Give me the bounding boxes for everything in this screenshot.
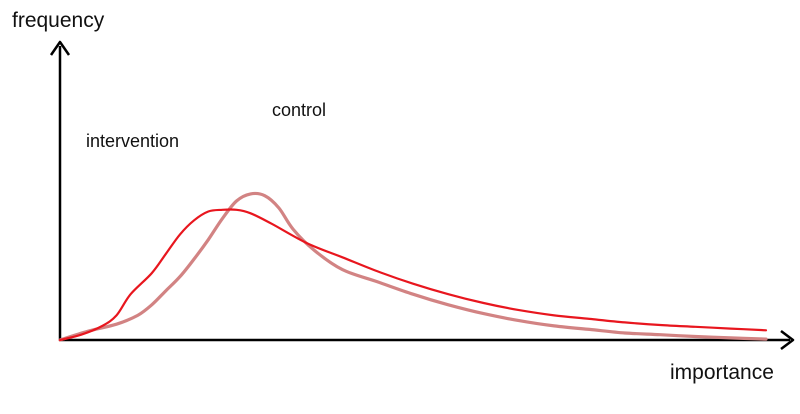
x-axis-arrowhead bbox=[780, 330, 795, 350]
y-axis-label: frequency bbox=[12, 9, 105, 32]
series-layer bbox=[58, 191, 768, 342]
series-line-control bbox=[58, 191, 768, 342]
series-line-intervention bbox=[58, 208, 768, 342]
axes bbox=[49, 40, 795, 350]
x-axis-label: importance bbox=[670, 361, 774, 384]
series-label-intervention: intervention bbox=[86, 131, 179, 151]
y-axis-arrowhead bbox=[49, 40, 71, 56]
series-label-control: control bbox=[272, 100, 326, 120]
